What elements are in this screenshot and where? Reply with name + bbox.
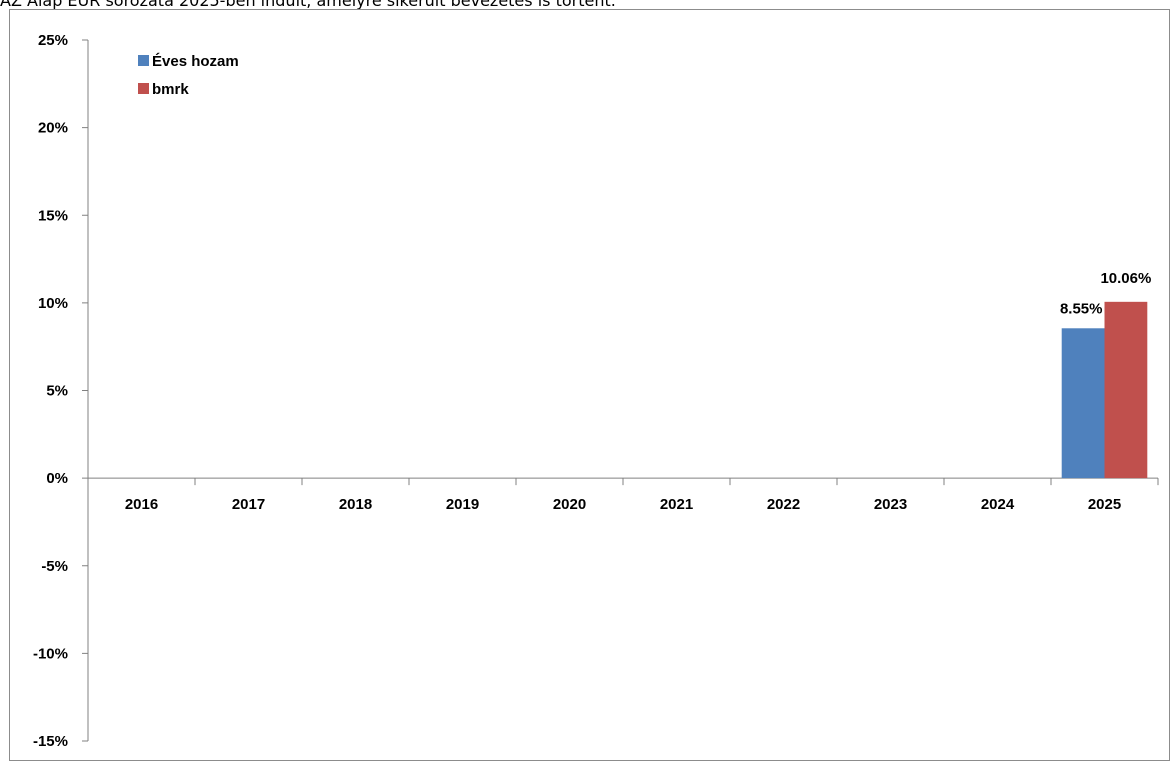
y-tick-label: 10%	[38, 295, 68, 312]
x-tick-label: 2023	[874, 496, 907, 513]
legend-swatch	[138, 83, 149, 94]
chart-axes: 25% 20% 15% 10% 5% 0% -5% -10% -15% 2016 2017 2018 2…	[33, 32, 1159, 750]
chart-bars	[1061, 301, 1148, 479]
y-tick-label: 20%	[38, 120, 68, 137]
bar-chart: 25% 20% 15% 10% 5% 0% -5% -10% -15% 2016 2017 2018 2…	[33, 32, 1159, 750]
legend-label: Éves hozam	[152, 53, 239, 70]
x-tick-label: 2021	[660, 496, 693, 513]
bar-data-label: 10.06%	[1100, 270, 1151, 287]
bar-data-label: 8.55%	[1060, 300, 1103, 317]
y-tick-label: -10%	[33, 645, 68, 662]
x-tick-label: 2020	[553, 496, 586, 513]
x-tick-label: 2017	[232, 496, 265, 513]
y-tick-label: 0%	[46, 470, 68, 487]
chart-caption: AZ Alap EUR sorozata 2025-ben indult, am…	[0, 0, 616, 10]
x-tick-label: 2024	[981, 496, 1015, 513]
y-tick-label: 15%	[38, 207, 68, 224]
x-tick-label: 2025	[1088, 496, 1121, 513]
y-tick-label: -5%	[41, 558, 68, 575]
x-tick-label: 2018	[339, 496, 372, 513]
chart-frame: 25% 20% 15% 10% 5% 0% -5% -10% -15% 2016 2017 2018 2…	[9, 9, 1170, 761]
y-tick-label: -15%	[33, 733, 68, 750]
chart-data-labels: 8.55% 10.06%	[1060, 270, 1151, 317]
bar	[1061, 328, 1105, 479]
x-tick-label: 2022	[767, 496, 800, 513]
x-tick-label: 2019	[446, 496, 479, 513]
chart-legend: Éves hozam bmrk	[138, 53, 239, 98]
x-tick-label: 2016	[125, 496, 158, 513]
y-tick-label: 25%	[38, 32, 68, 49]
legend-swatch	[138, 55, 149, 66]
legend-label: bmrk	[152, 81, 189, 98]
y-tick-label: 5%	[46, 383, 68, 400]
bar	[1104, 301, 1148, 479]
